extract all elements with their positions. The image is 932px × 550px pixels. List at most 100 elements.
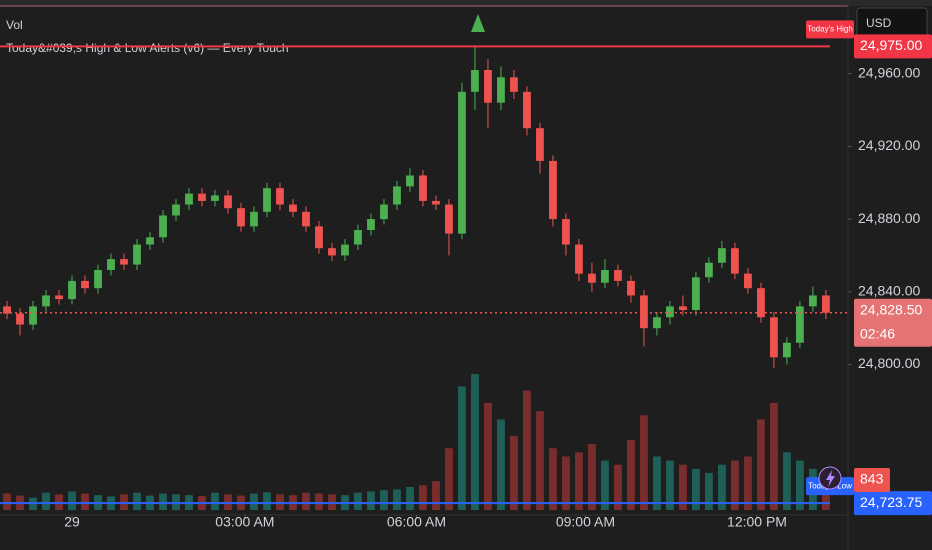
candle-body bbox=[68, 280, 76, 300]
candle-body bbox=[653, 317, 661, 329]
candle-body bbox=[510, 77, 518, 92]
candle-body bbox=[796, 306, 804, 343]
today-low-label-box bbox=[854, 491, 932, 516]
candle-body bbox=[94, 270, 102, 289]
volume-bar bbox=[3, 493, 11, 510]
volume-bar bbox=[302, 492, 310, 510]
volume-bar bbox=[159, 493, 167, 510]
volume-bar bbox=[692, 468, 700, 510]
volume-bar bbox=[718, 464, 726, 510]
today-low-label: 24,723.75 bbox=[860, 494, 922, 510]
candle-body bbox=[770, 317, 778, 358]
candle-body bbox=[809, 295, 817, 307]
candle-body bbox=[380, 204, 388, 220]
volume-bar bbox=[328, 494, 336, 510]
candle-body bbox=[731, 248, 739, 274]
volume-bar bbox=[796, 460, 804, 510]
candle-body bbox=[692, 277, 700, 310]
volume-bar bbox=[81, 493, 89, 510]
volume-bar bbox=[575, 452, 583, 510]
today-high-label: 24,975.00 bbox=[860, 37, 922, 53]
volume-bar bbox=[523, 390, 531, 510]
candle-body bbox=[614, 270, 622, 281]
y-tick-label: 24,880.00 bbox=[858, 210, 920, 226]
volume-bar bbox=[211, 492, 219, 510]
volume-bar bbox=[445, 448, 453, 510]
candle-body bbox=[55, 295, 63, 300]
candle-body bbox=[224, 195, 232, 209]
volume-bar bbox=[640, 415, 648, 510]
candle-body bbox=[445, 204, 453, 234]
candle-body bbox=[458, 91, 466, 234]
candle-body bbox=[276, 188, 284, 205]
candle-body bbox=[367, 219, 375, 230]
indicator-title: Today&#039;s High & Low Alerts (v6) — Ev… bbox=[6, 41, 289, 55]
candle-body bbox=[237, 208, 245, 227]
candle-body bbox=[354, 230, 362, 245]
volume-bar bbox=[68, 491, 76, 510]
volume-bar bbox=[55, 494, 63, 510]
volume-bar bbox=[172, 494, 180, 510]
volume-bar bbox=[744, 456, 752, 510]
today-high-tag-box bbox=[806, 20, 854, 39]
candle-body bbox=[497, 77, 505, 103]
candle-body bbox=[146, 237, 154, 245]
candle-body bbox=[588, 273, 596, 283]
candle-body bbox=[393, 186, 401, 205]
y-tick-label: 24,920.00 bbox=[858, 137, 920, 153]
volume-bar bbox=[224, 494, 232, 510]
candle-body bbox=[107, 259, 115, 270]
x-tick-label: 06:00 AM bbox=[387, 514, 446, 530]
last-volume-label: 843 bbox=[860, 471, 884, 487]
candle-body bbox=[549, 160, 557, 220]
candle-body bbox=[406, 175, 414, 187]
volume-bar bbox=[354, 492, 362, 510]
volume-bar bbox=[614, 464, 622, 510]
candle-body bbox=[484, 70, 492, 103]
volume-bar bbox=[250, 493, 258, 510]
candle-body bbox=[198, 193, 206, 201]
volume-bar bbox=[679, 464, 687, 510]
volume-bar bbox=[432, 481, 440, 510]
volume-bar bbox=[276, 494, 284, 510]
volume-title: Vol bbox=[6, 18, 23, 32]
x-tick-label: 29 bbox=[64, 514, 80, 530]
volume-bar bbox=[393, 489, 401, 510]
candle-body bbox=[666, 306, 674, 318]
alert-bolt bbox=[826, 470, 835, 487]
volume-bar bbox=[783, 452, 791, 510]
candle-body bbox=[289, 204, 297, 212]
volume-bar bbox=[315, 493, 323, 510]
candle-body bbox=[627, 280, 635, 296]
candle-body bbox=[211, 195, 219, 201]
candle-body bbox=[133, 244, 141, 265]
volume-bar bbox=[510, 435, 518, 510]
candle-body bbox=[523, 91, 531, 129]
candle-body bbox=[757, 288, 765, 318]
candle-body bbox=[783, 342, 791, 358]
volume-bar bbox=[588, 444, 596, 510]
signal-arrow bbox=[471, 14, 485, 32]
candle-body bbox=[536, 128, 544, 161]
volume-bar bbox=[666, 460, 674, 510]
volume-bar bbox=[562, 456, 570, 510]
candle-body bbox=[432, 200, 440, 205]
candle-body bbox=[679, 306, 687, 310]
volume-bar bbox=[458, 386, 466, 510]
candle-body bbox=[562, 219, 570, 245]
volume-bar bbox=[731, 460, 739, 510]
candle-body bbox=[601, 270, 609, 283]
volume-bar bbox=[263, 492, 271, 510]
candle-body bbox=[744, 273, 752, 289]
candle-body bbox=[640, 295, 648, 329]
last-price-label: 24,828.50 bbox=[860, 301, 922, 317]
volume-bar bbox=[653, 456, 661, 510]
last-price-box bbox=[854, 298, 932, 347]
countdown: 02:46 bbox=[860, 325, 895, 341]
x-tick-label: 03:00 AM bbox=[215, 514, 274, 530]
volume-bar bbox=[419, 485, 427, 510]
candle-body bbox=[471, 70, 479, 92]
volume-bar bbox=[367, 491, 375, 510]
